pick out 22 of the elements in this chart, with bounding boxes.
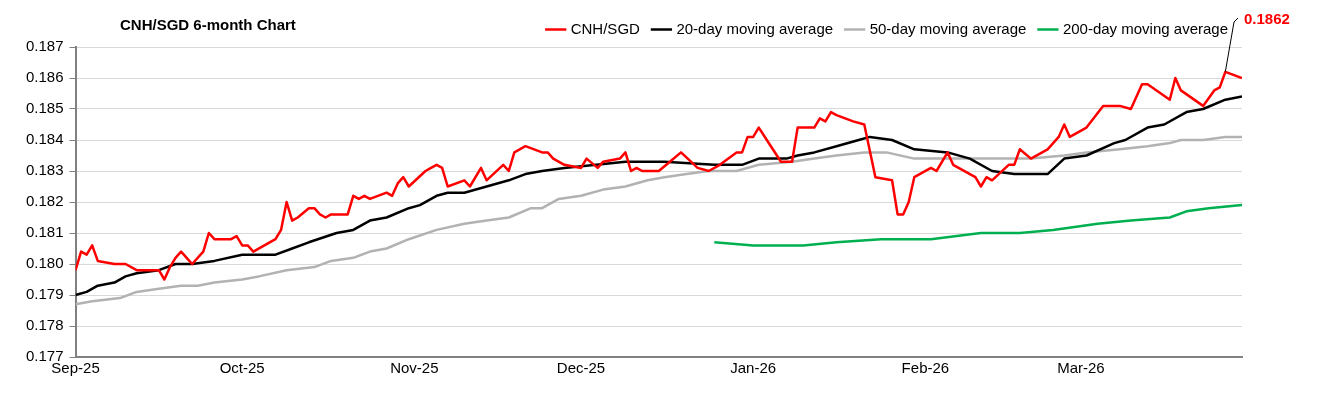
legend-label: 200-day moving average	[1062, 19, 1229, 37]
y-tick-label: 0.186	[25, 68, 64, 86]
legend-label: 20-day moving average	[676, 19, 834, 37]
y-tick-label: 0.179	[25, 285, 64, 303]
legend-label: 50-day moving average	[869, 19, 1027, 37]
y-tick-label: 0.182	[25, 192, 64, 210]
x-tick-label: Nov-25	[390, 359, 439, 377]
y-tick-label: 0.184	[25, 130, 64, 148]
y-tick-label: 0.185	[25, 99, 64, 117]
x-tick-label: Oct-25	[219, 359, 265, 377]
x-tick-label: Feb-26	[901, 359, 950, 377]
y-tick-label: 0.183	[25, 161, 64, 179]
x-tick-label: Dec-25	[556, 359, 606, 377]
legend-label: CNH/SGD	[570, 19, 641, 37]
y-tick-label: 0.187	[25, 37, 64, 55]
chart-title: CNH/SGD 6-month Chart	[120, 16, 296, 33]
x-tick-label: Mar-26	[1057, 359, 1105, 377]
y-tick-label: 0.178	[25, 316, 64, 334]
y-tick-label: 0.180	[25, 254, 64, 272]
y-tick-label: 0.181	[25, 223, 64, 241]
annotation: 0.1862	[1244, 10, 1290, 28]
x-tick-label: Jan-26	[730, 359, 777, 377]
